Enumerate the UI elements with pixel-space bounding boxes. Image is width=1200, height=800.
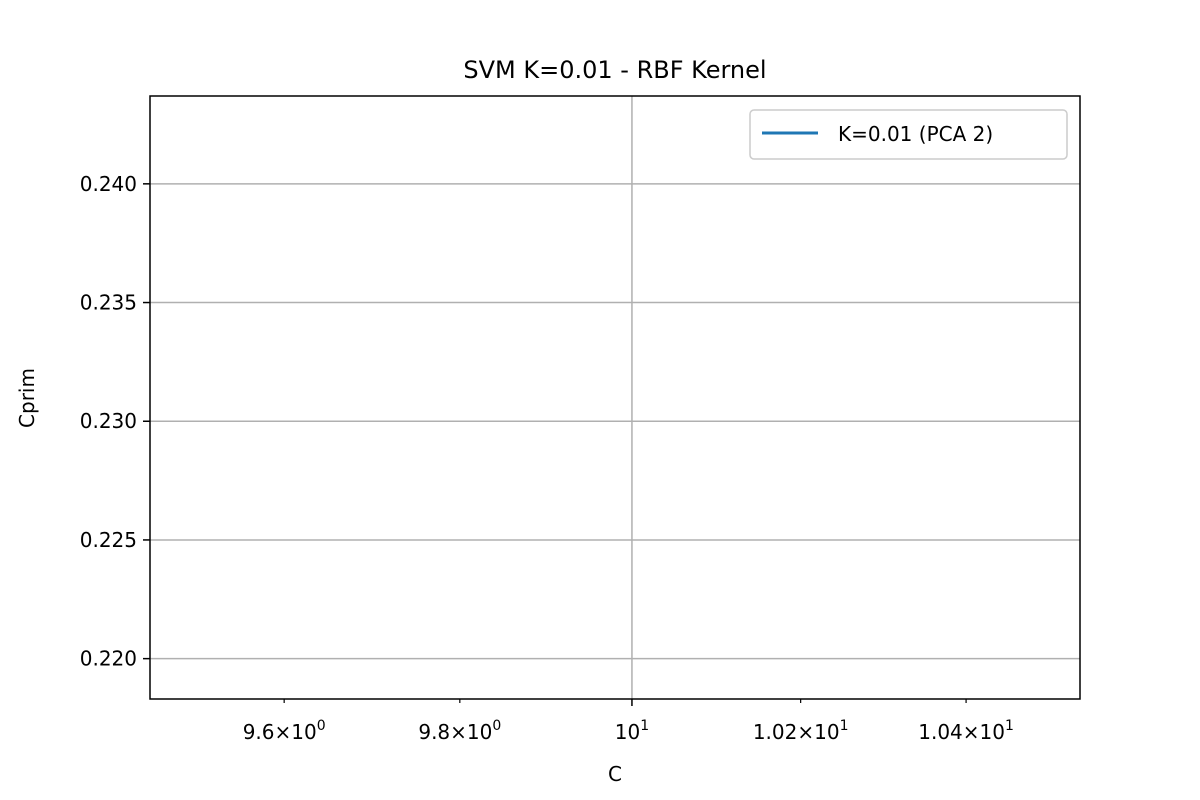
y-axis-ticks: 0.220 0.225 0.230 0.235 0.240 bbox=[80, 172, 150, 671]
y-tick-label: 0.225 bbox=[80, 528, 137, 552]
x-tick-label: 9.6×100 bbox=[243, 718, 326, 744]
y-axis-label: Cprim bbox=[15, 368, 39, 428]
x-axis-ticks: 9.6×100 9.8×100 101 1.02×101 1.04×101 bbox=[243, 699, 1014, 744]
grid bbox=[150, 96, 1080, 699]
x-tick-label: 1.04×101 bbox=[918, 718, 1014, 744]
y-tick-label: 0.220 bbox=[80, 647, 137, 671]
legend: K=0.01 (PCA 2) bbox=[749, 109, 1068, 160]
y-tick-label: 0.240 bbox=[80, 172, 137, 196]
x-tick-label: 1.02×101 bbox=[753, 718, 849, 744]
chart-title: SVM K=0.01 - RBF Kernel bbox=[463, 56, 766, 84]
y-tick-label: 0.230 bbox=[80, 409, 137, 433]
x-axis-label: C bbox=[608, 762, 622, 786]
x-tick-label: 101 bbox=[615, 718, 649, 744]
legend-label: K=0.01 (PCA 2) bbox=[838, 122, 993, 146]
y-tick-label: 0.235 bbox=[80, 291, 137, 315]
x-tick-label: 9.8×100 bbox=[418, 718, 501, 744]
legend-box bbox=[749, 109, 1068, 160]
plot-area-frame bbox=[149, 95, 1081, 700]
